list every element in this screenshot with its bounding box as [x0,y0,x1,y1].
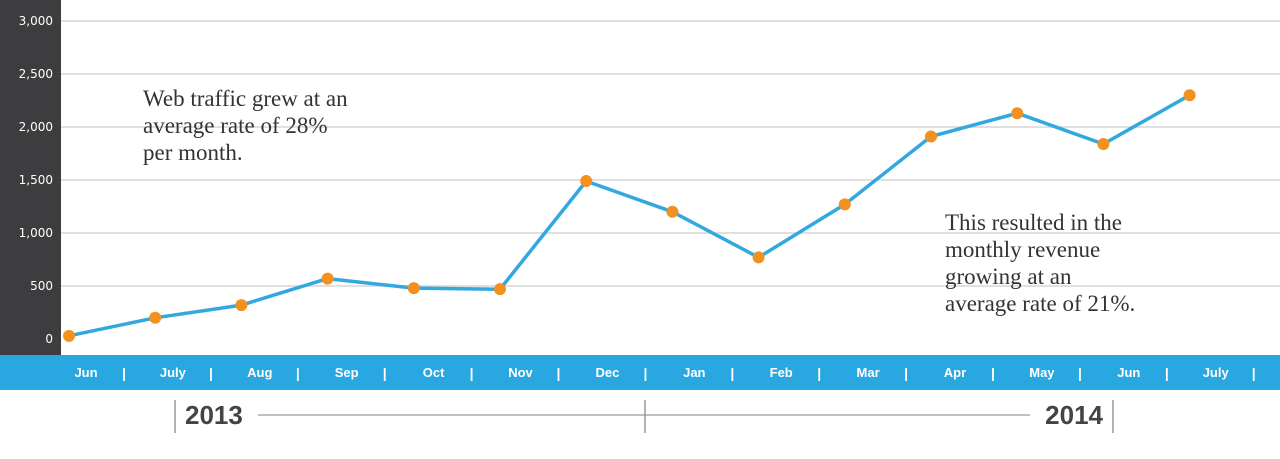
series-line [67,93,1192,338]
x-tick-separator: | [817,365,821,381]
data-point [666,205,679,218]
series-points [63,89,1196,342]
x-tick-label: Oct [423,365,445,380]
x-tick-separator: | [470,365,474,381]
y-axis-panel [0,0,61,355]
data-point [1011,107,1024,120]
x-tick-separator: | [730,365,734,381]
x-tick-label: Mar [857,365,880,380]
annotation-traffic-line-3: per month. [143,140,243,165]
data-point [752,251,765,264]
x-tick-label: July [1203,365,1230,380]
annotation-revenue-line-2: monthly revenue [945,237,1100,262]
data-point [235,299,248,312]
year-label-2013: 2013 [185,400,243,430]
x-tick-label: Dec [595,365,619,380]
annotation-traffic-line-2: average rate of 28% [143,113,328,138]
x-tick-separator: | [296,365,300,381]
gridlines [61,20,1280,287]
y-tick-label: 0 [45,332,53,346]
x-tick-label: Jun [1117,365,1140,380]
x-tick-separator: | [557,365,561,381]
y-tick-label: 500 [30,279,53,293]
x-axis-band [0,355,1280,390]
annotation-revenue: This resulted in the monthly revenue gro… [945,210,1135,316]
data-point [838,198,851,211]
y-tick-label: 2,500 [19,67,53,81]
annotation-revenue-line-4: average rate of 21%. [945,291,1135,316]
data-point [1183,89,1196,102]
x-tick-label: Sep [335,365,359,380]
x-tick-separator: | [122,365,126,381]
annotation-revenue-line-3: growing at an [945,264,1072,289]
data-point [494,283,506,296]
x-tick-label: July [160,365,187,380]
x-tick-separator: | [1252,365,1256,381]
x-tick-separator: | [991,365,995,381]
x-tick-label: Aug [247,365,272,380]
x-axis-ticks: Jun | July | Aug | Sep | Oct | Nov | Dec | Jan | Feb | Mar… [74,365,1255,381]
data-point [1097,137,1110,150]
x-tick-label: Feb [770,365,793,380]
y-tick-label: 2,000 [19,120,53,134]
x-tick-separator: | [209,365,213,381]
x-tick-separator: | [383,365,387,381]
year-label-2014: 2014 [1045,400,1103,430]
data-point [407,282,420,295]
annotation-traffic: Web traffic grew at an average rate of 2… [143,86,353,165]
data-point [149,311,162,324]
x-tick-label: Apr [944,365,966,380]
data-point [925,130,937,143]
x-tick-label: Nov [508,365,533,380]
x-tick-separator: | [904,365,908,381]
x-tick-separator: | [1165,365,1169,381]
annotation-traffic-line-1: Web traffic grew at an [143,86,348,111]
x-tick-label: May [1029,365,1055,380]
x-tick-separator: | [643,365,647,381]
data-point [580,175,593,188]
data-point [321,272,334,285]
x-tick-label: Jun [74,365,97,380]
data-point [63,329,75,342]
annotation-revenue-line-1: This resulted in the [945,210,1122,235]
y-tick-label: 1,500 [19,173,53,187]
x-tick-separator: | [1078,365,1082,381]
x-tick-label: Jan [683,365,705,380]
y-tick-label: 1,000 [19,226,53,240]
y-axis-ticks: 0 500 1,000 1,500 2,000 2,500 3,000 [19,14,53,346]
y-tick-label: 3,000 [19,14,53,28]
